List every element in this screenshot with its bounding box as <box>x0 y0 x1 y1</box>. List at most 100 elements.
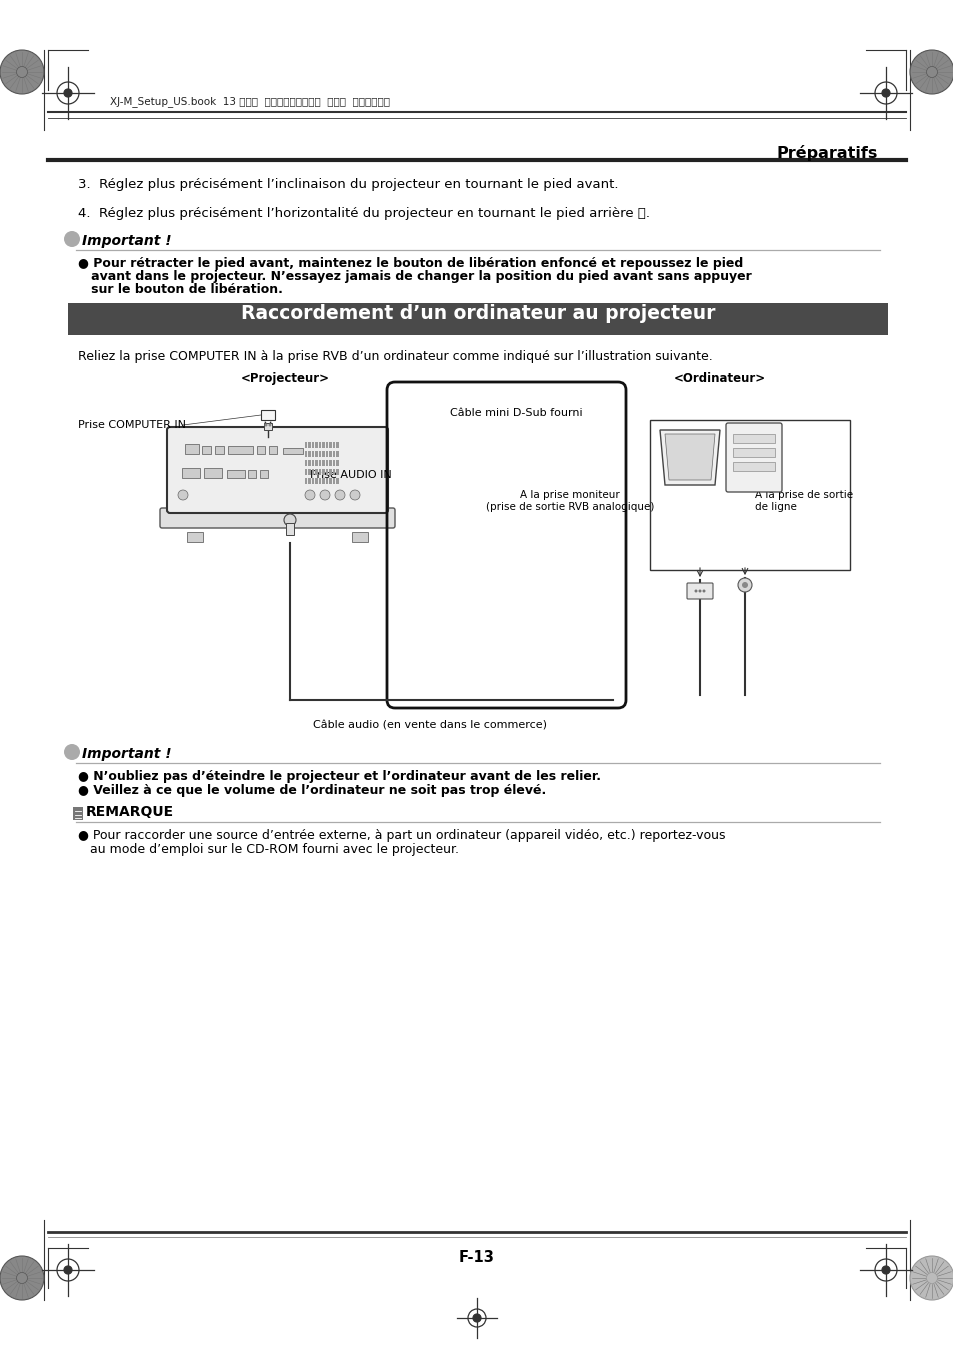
Circle shape <box>0 1256 44 1299</box>
Bar <box>329 479 332 484</box>
Text: Prise COMPUTER IN: Prise COMPUTER IN <box>78 421 186 430</box>
Circle shape <box>882 89 889 97</box>
Text: (prise de sortie RVB analogique): (prise de sortie RVB analogique) <box>485 501 654 512</box>
Circle shape <box>64 89 71 97</box>
Bar <box>305 460 307 466</box>
Bar <box>305 442 307 448</box>
Text: Raccordement d’un ordinateur au projecteur: Raccordement d’un ordinateur au projecte… <box>240 305 715 324</box>
Bar <box>329 460 332 466</box>
Bar <box>308 452 311 457</box>
Bar <box>318 460 321 466</box>
Bar <box>732 448 774 457</box>
Bar <box>336 452 338 457</box>
Bar <box>333 460 335 466</box>
Circle shape <box>882 1266 889 1274</box>
Text: F-13: F-13 <box>458 1250 495 1264</box>
Circle shape <box>305 491 314 500</box>
Circle shape <box>178 491 188 500</box>
Text: ● Pour raccorder une source d’entrée externe, à part un ordinateur (appareil vid: ● Pour raccorder une source d’entrée ext… <box>78 829 724 842</box>
Text: ● Veillez à ce que le volume de l’ordinateur ne soit pas trop élevé.: ● Veillez à ce que le volume de l’ordina… <box>78 785 546 797</box>
Circle shape <box>925 66 937 77</box>
Bar <box>322 479 325 484</box>
Bar <box>228 446 253 454</box>
Circle shape <box>335 491 345 500</box>
Text: de ligne: de ligne <box>754 501 796 512</box>
Bar <box>315 469 317 474</box>
Bar <box>318 479 321 484</box>
Bar <box>182 468 200 479</box>
Circle shape <box>284 514 295 526</box>
Bar <box>322 469 325 474</box>
Text: 3.  Réglez plus précisément l’inclinaison du projecteur en tournant le pied avan: 3. Réglez plus précisément l’inclinaison… <box>78 178 618 191</box>
Text: ● N’oubliez pas d’éteindre le projecteur et l’ordinateur avant de les relier.: ● N’oubliez pas d’éteindre le projecteur… <box>78 770 600 783</box>
Bar <box>318 442 321 448</box>
Bar <box>305 452 307 457</box>
Bar <box>312 469 314 474</box>
FancyBboxPatch shape <box>167 427 388 514</box>
Circle shape <box>64 1266 71 1274</box>
FancyBboxPatch shape <box>160 508 395 528</box>
Bar <box>329 452 332 457</box>
Bar <box>308 469 311 474</box>
Bar <box>305 479 307 484</box>
Text: <Projecteur>: <Projecteur> <box>240 372 329 386</box>
Bar <box>329 442 332 448</box>
Bar <box>308 442 311 448</box>
Circle shape <box>64 744 80 760</box>
Bar <box>336 479 338 484</box>
Bar <box>333 479 335 484</box>
Circle shape <box>16 1273 28 1283</box>
Bar <box>732 434 774 443</box>
Bar <box>352 532 368 542</box>
Bar <box>333 469 335 474</box>
Circle shape <box>909 1256 953 1299</box>
Circle shape <box>925 1273 937 1283</box>
Bar <box>326 442 328 448</box>
Circle shape <box>350 491 359 500</box>
Text: Préparatifs: Préparatifs <box>776 146 877 160</box>
Circle shape <box>698 589 700 593</box>
Bar <box>732 462 774 470</box>
Bar <box>649 421 849 570</box>
Bar <box>312 452 314 457</box>
Text: Important !: Important ! <box>82 747 172 762</box>
Bar <box>326 469 328 474</box>
Text: REMARQUE: REMARQUE <box>86 805 174 820</box>
Bar <box>214 446 224 454</box>
Text: Important !: Important ! <box>82 235 172 248</box>
Bar <box>260 470 268 479</box>
Text: <Ordinateur>: <Ordinateur> <box>673 372 765 386</box>
Text: Prise AUDIO IN: Prise AUDIO IN <box>310 470 392 480</box>
Bar <box>312 442 314 448</box>
Bar <box>322 442 325 448</box>
Bar <box>312 460 314 466</box>
Bar <box>73 807 83 820</box>
Bar <box>336 469 338 474</box>
Text: Câble mini D-Sub fourni: Câble mini D-Sub fourni <box>450 408 582 418</box>
Text: Reliez la prise COMPUTER IN à la prise RVB d’un ordinateur comme indiqué sur l’i: Reliez la prise COMPUTER IN à la prise R… <box>78 350 712 363</box>
Polygon shape <box>659 430 720 485</box>
Bar <box>256 446 265 454</box>
Bar <box>283 448 303 454</box>
Circle shape <box>909 50 953 94</box>
Bar <box>187 532 203 542</box>
Bar <box>68 303 887 336</box>
Circle shape <box>268 423 272 426</box>
Bar <box>318 452 321 457</box>
Bar <box>333 442 335 448</box>
Bar <box>336 442 338 448</box>
Circle shape <box>473 1314 480 1322</box>
Bar <box>315 460 317 466</box>
Bar <box>308 479 311 484</box>
Bar <box>269 446 276 454</box>
Circle shape <box>741 582 747 588</box>
Bar <box>261 410 274 421</box>
Bar <box>315 479 317 484</box>
Bar <box>308 460 311 466</box>
Bar <box>329 469 332 474</box>
Bar <box>326 452 328 457</box>
Circle shape <box>701 589 705 593</box>
Circle shape <box>64 231 80 247</box>
Text: A la prise moniteur: A la prise moniteur <box>519 491 619 500</box>
Text: A la prise de sortie: A la prise de sortie <box>754 491 852 500</box>
